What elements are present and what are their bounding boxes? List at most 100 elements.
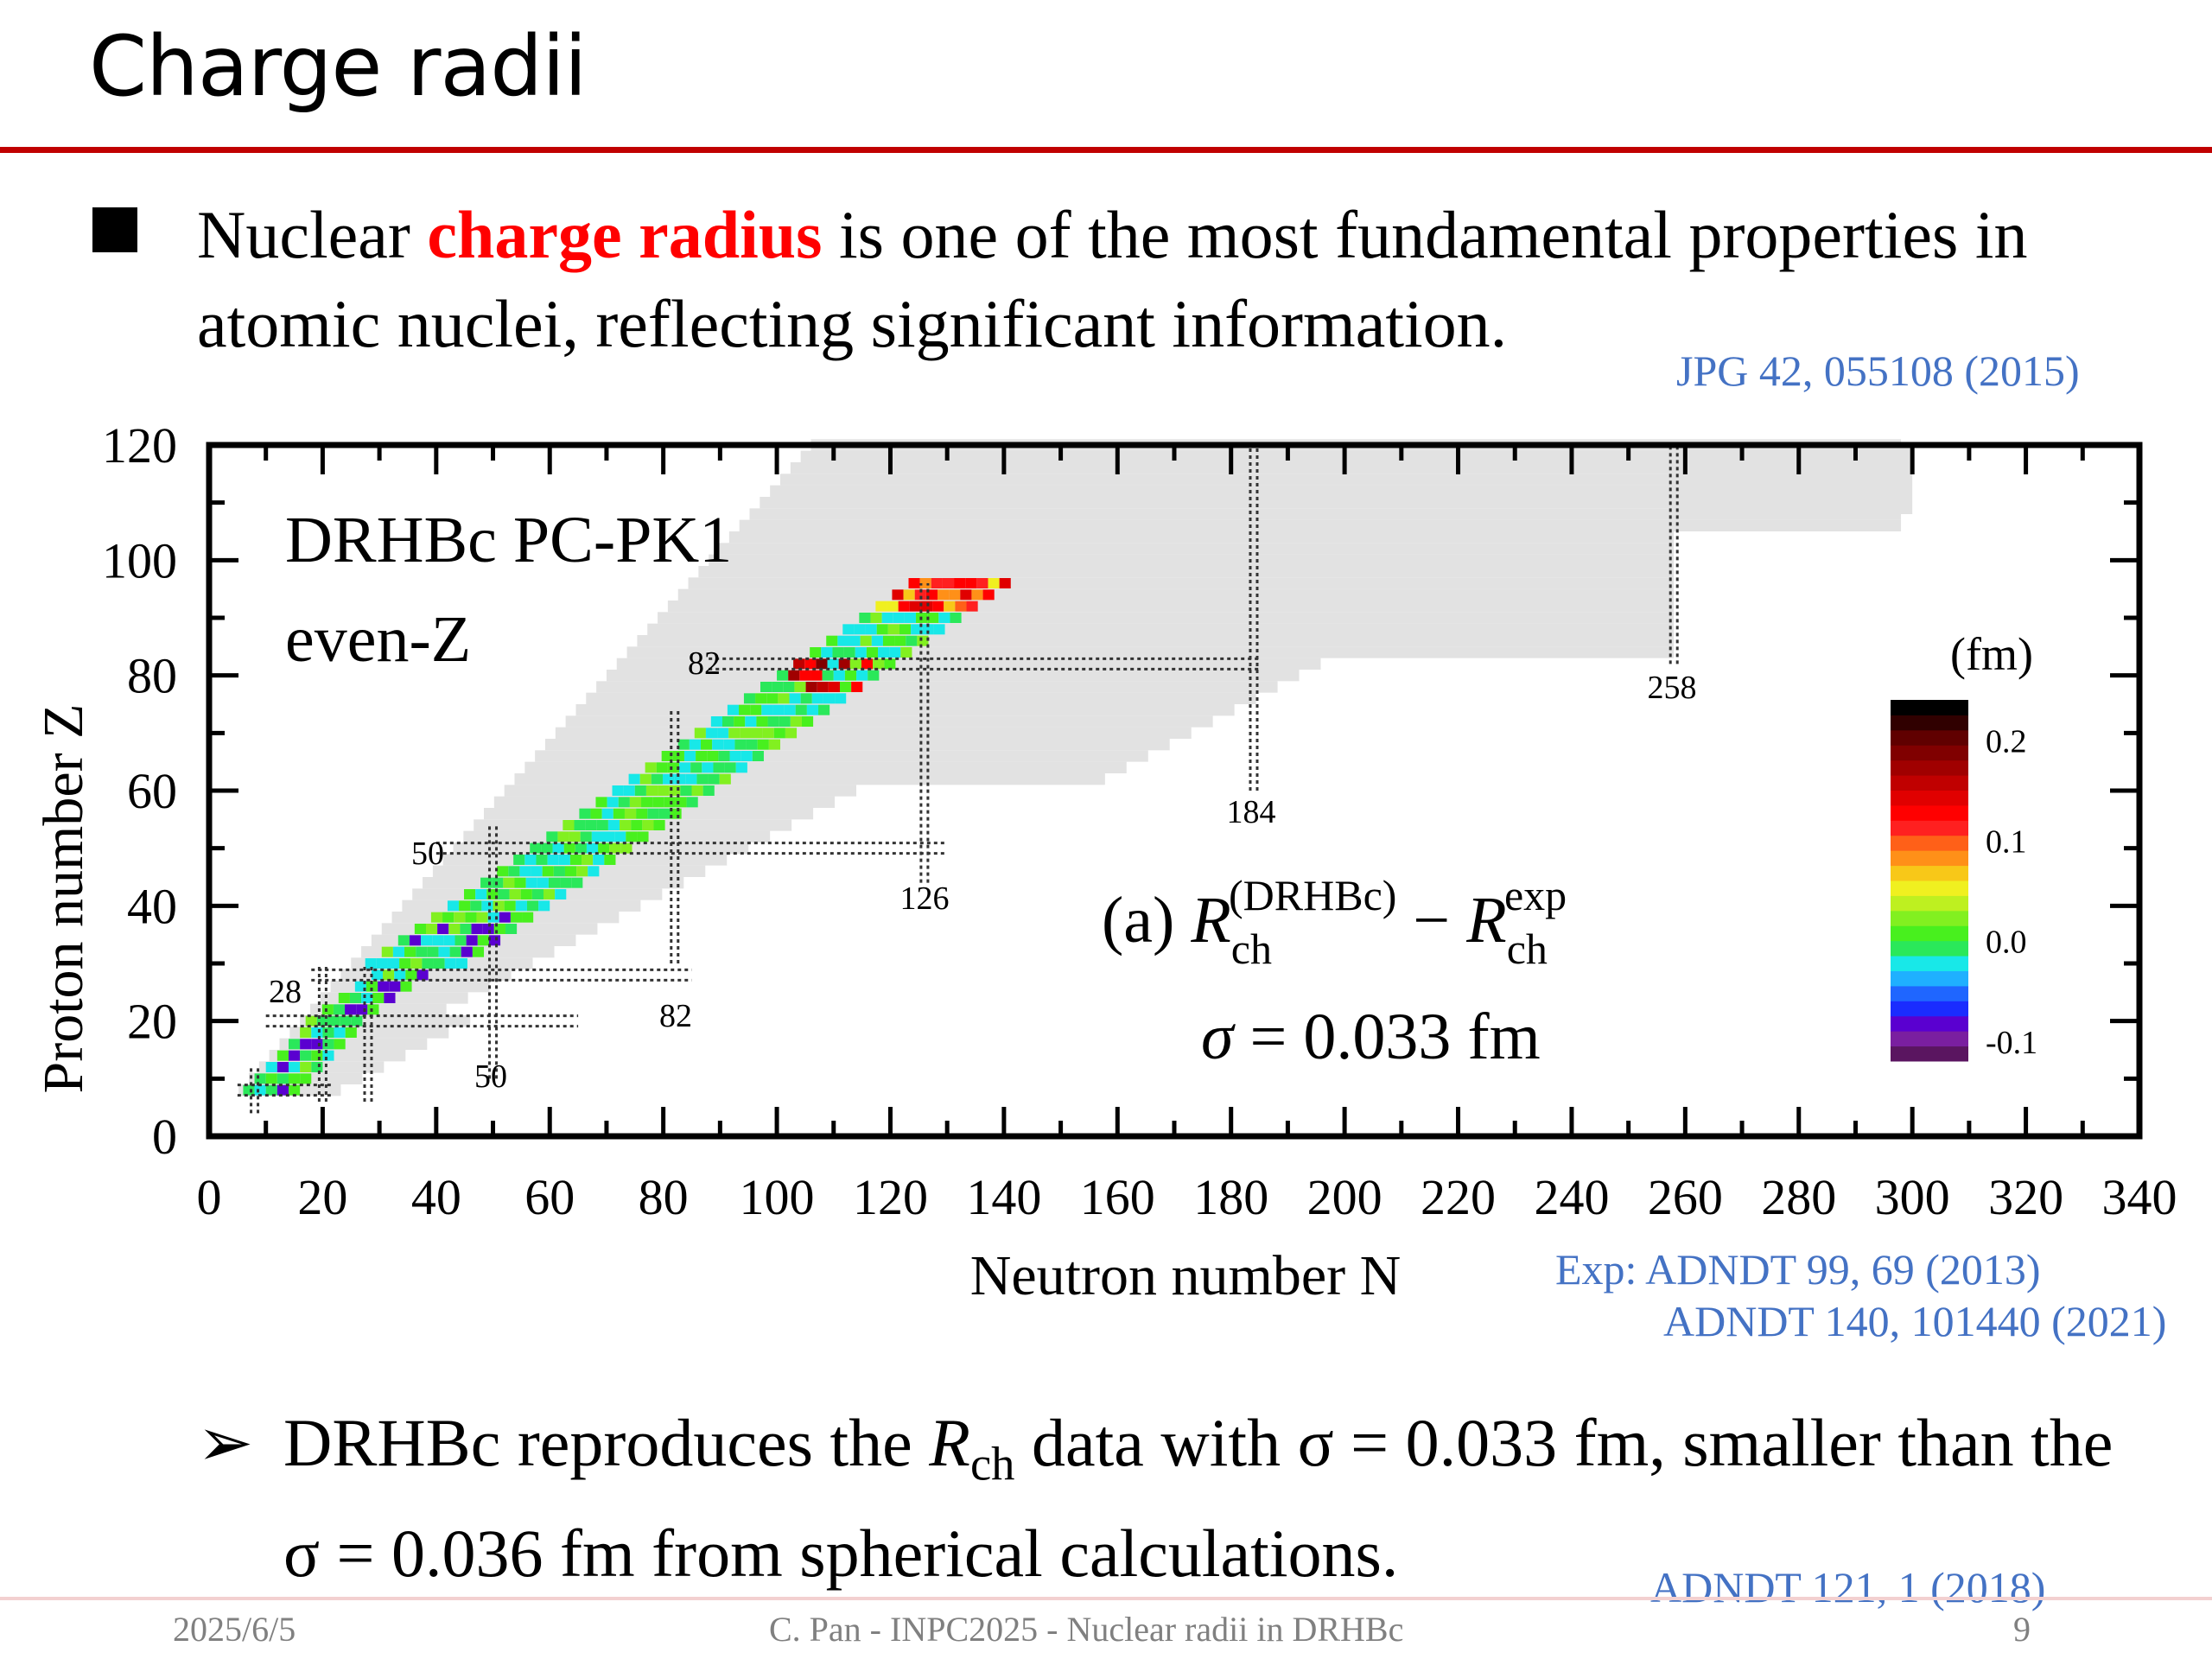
nucleus-cell	[531, 866, 543, 877]
nucleus-cell	[768, 739, 781, 750]
nucleus-cell	[761, 704, 773, 715]
axis-ticks	[207, 442, 2142, 1139]
nucleus-cell	[971, 589, 983, 601]
nucleus-cell	[300, 1027, 312, 1038]
nucleus-cell	[538, 900, 550, 912]
nucleus-cell	[868, 670, 880, 681]
nucleus-cell	[875, 601, 887, 612]
calculated-nuclei-band	[667, 601, 1675, 613]
colorbar-segment	[1891, 790, 1968, 806]
nucleus-cell	[552, 842, 564, 854]
nucleus-cell	[564, 866, 577, 877]
nucleus-cell	[843, 647, 855, 658]
nucleus-cell	[614, 831, 626, 842]
nucleus-cell	[717, 728, 729, 739]
radius-difference-cells	[243, 578, 1011, 1096]
x-tick-labels: 0 20 40 60 80 100 120 140 160 180 200 220 240 260 280 3…	[197, 1169, 2177, 1225]
nucleus-cell	[689, 739, 702, 750]
nucleus-cell	[381, 946, 393, 957]
nucleus-cell	[898, 601, 910, 612]
nucleus-cell	[751, 728, 763, 739]
nucleus-cell	[487, 912, 499, 923]
nucleus-cell	[785, 728, 798, 739]
nucleus-cell	[470, 900, 482, 912]
colorbar-segment	[1891, 804, 1968, 821]
nucleus-cell	[334, 1039, 346, 1050]
x-tick-label: 220	[1421, 1169, 1496, 1225]
nucleus-cell	[593, 855, 605, 865]
conclusion-text: DRHBc reproduces the Rch data with σ = 0…	[283, 1405, 2113, 1591]
y-tick-label: 0	[152, 1109, 177, 1165]
nucleus-cell	[444, 958, 456, 969]
nucleus-cell	[965, 578, 977, 588]
nucleus-cell	[454, 935, 467, 946]
nucleus-cell	[389, 981, 401, 992]
colorbar-segment	[1891, 1046, 1968, 1062]
nucleus-cell	[356, 1004, 368, 1015]
nucleus-cell	[777, 670, 789, 681]
nucleus-cell	[574, 820, 586, 830]
nucleus-cell	[835, 693, 847, 704]
nucleus-cell	[510, 912, 523, 923]
nucleus-cell	[750, 704, 762, 715]
nucleus-cell	[713, 762, 725, 773]
nucleus-cell	[243, 1084, 255, 1096]
colorbar-segment	[1891, 925, 1968, 942]
nucleus-cell	[443, 935, 455, 946]
colorbar-segment	[1891, 865, 1968, 881]
calculated-nuclei-band	[688, 577, 1675, 589]
calculated-nuclei-band	[698, 566, 1675, 578]
nucleus-cell	[338, 993, 350, 1003]
nucleus-cell	[871, 635, 883, 646]
y-tick-label: 80	[127, 648, 177, 704]
nucleus-cell	[447, 900, 460, 912]
reference-exp-2: ADNDT 140, 101440 (2021)	[1663, 1297, 2167, 1345]
nucleus-cell	[838, 658, 850, 670]
nucleus-cell	[276, 1073, 289, 1084]
x-tick-label: 240	[1534, 1169, 1609, 1225]
nucleus-cell	[604, 855, 616, 865]
nucleus-cell	[437, 924, 449, 934]
nucleus-cell	[626, 831, 638, 842]
nucleus-cell	[624, 808, 637, 819]
nucleus-cell	[333, 1004, 346, 1015]
nucleus-cell	[498, 889, 510, 899]
x-tick-label: 60	[524, 1169, 575, 1225]
nucleus-cell	[327, 1015, 340, 1027]
nucleus-cell	[999, 578, 1011, 588]
x-tick-label: 40	[411, 1169, 461, 1225]
x-tick-label: 180	[1193, 1169, 1268, 1225]
nucleus-cell	[276, 1062, 289, 1072]
magic-label-proton: 82	[688, 645, 721, 682]
nucleus-cell	[288, 1039, 301, 1050]
nucleus-cell	[784, 704, 796, 715]
nucleus-cell	[806, 704, 819, 715]
nucleus-cell	[667, 762, 680, 773]
calculated-nuclei-band	[524, 761, 1127, 773]
nucleus-cell	[799, 670, 811, 681]
nucleus-cell	[707, 751, 719, 761]
nucleus-cell	[455, 958, 467, 969]
nucleus-cell	[675, 797, 687, 808]
nucleus-cell	[767, 716, 779, 727]
nucleus-cell	[288, 1084, 301, 1096]
nucleus-cell	[520, 889, 532, 899]
nucleus-cell	[442, 912, 454, 923]
nucleus-cell	[701, 739, 713, 750]
x-tick-label: 20	[297, 1169, 347, 1225]
footer-divider	[0, 1597, 2212, 1600]
nucleus-cell	[804, 658, 817, 670]
nucleus-cell	[664, 797, 676, 808]
footer-page-number: 9	[2013, 1610, 2031, 1649]
intro-part2: is one of the most fundamental propertie…	[197, 197, 2028, 361]
x-tick-label: 0	[197, 1169, 222, 1225]
footer-date: 2025/6/5	[173, 1610, 296, 1649]
nucleus-cell	[817, 682, 829, 692]
nucleus-cell	[526, 900, 539, 912]
colorbar-tick-label: 0.0	[1986, 925, 2027, 961]
nucleus-cell	[680, 785, 692, 796]
nucleus-cell	[522, 912, 534, 923]
nucleus-cell	[345, 1027, 357, 1038]
nucleus-cell	[537, 877, 549, 888]
nucleus-cell	[818, 704, 830, 715]
